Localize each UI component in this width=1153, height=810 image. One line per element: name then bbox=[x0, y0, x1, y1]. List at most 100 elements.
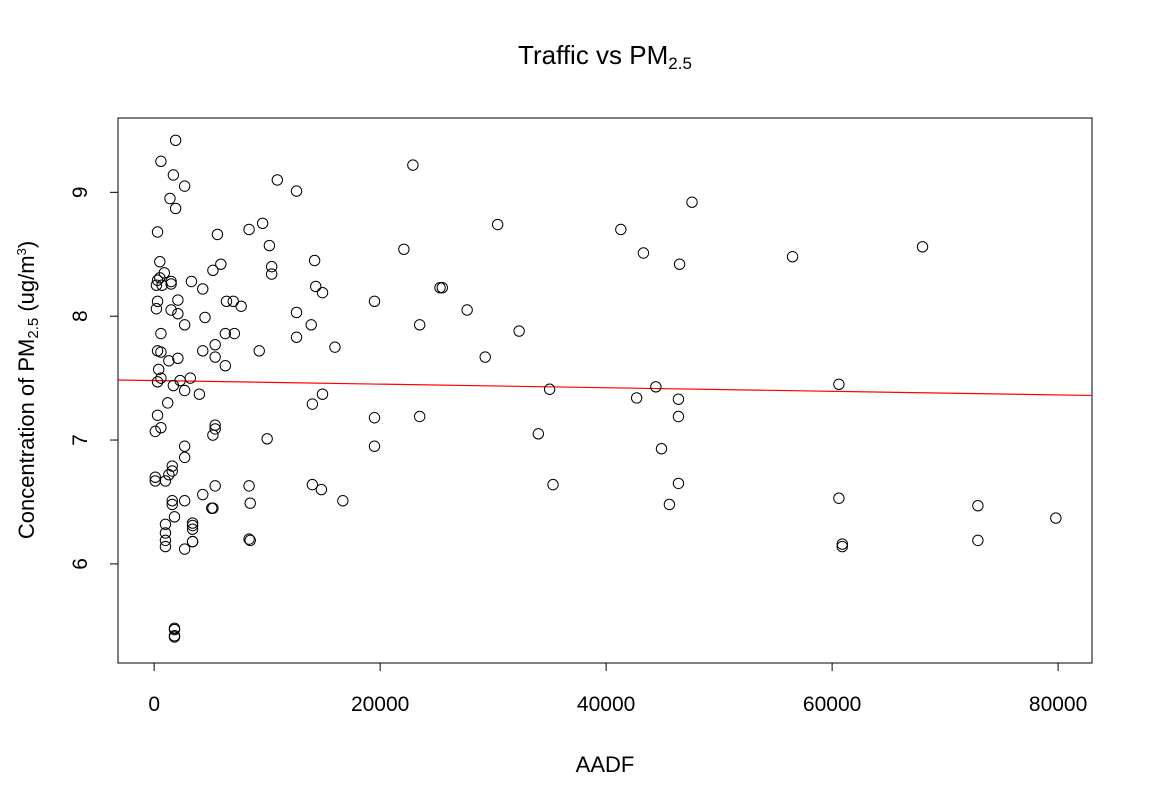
x-tick-label: 0 bbox=[148, 693, 160, 716]
data-point bbox=[197, 488, 209, 501]
data-point bbox=[673, 258, 686, 270]
data-point bbox=[159, 518, 172, 530]
x-tick-label: 20000 bbox=[351, 693, 409, 716]
data-point bbox=[159, 534, 172, 547]
data-point bbox=[197, 345, 209, 357]
data-point bbox=[655, 443, 668, 455]
data-point bbox=[162, 397, 174, 409]
data-point bbox=[168, 623, 181, 636]
data-point bbox=[209, 480, 221, 492]
data-point bbox=[833, 492, 845, 504]
data-point bbox=[686, 196, 698, 208]
data-point bbox=[172, 308, 184, 320]
data-point bbox=[178, 543, 191, 555]
data-point bbox=[207, 264, 219, 277]
data-point bbox=[209, 351, 221, 363]
data-point bbox=[150, 303, 163, 315]
data-point bbox=[243, 533, 255, 545]
data-point bbox=[256, 217, 269, 229]
data-point bbox=[169, 202, 182, 215]
data-point bbox=[243, 480, 255, 492]
data-point bbox=[155, 372, 167, 384]
data-point bbox=[209, 338, 221, 351]
data-point bbox=[244, 497, 256, 509]
data-point bbox=[543, 383, 556, 395]
data-point bbox=[672, 393, 685, 405]
data-point bbox=[149, 471, 161, 483]
data-point bbox=[461, 304, 473, 316]
data-point bbox=[185, 275, 198, 288]
x-tick-label: 80000 bbox=[1029, 693, 1087, 716]
y-tick-label: 8 bbox=[69, 310, 92, 322]
data-point bbox=[434, 281, 446, 294]
data-point bbox=[165, 275, 177, 288]
data-point bbox=[513, 325, 525, 337]
data-point bbox=[155, 421, 167, 434]
data-point bbox=[152, 363, 165, 376]
data-point bbox=[663, 498, 676, 511]
data-point bbox=[308, 254, 321, 267]
data-point bbox=[193, 388, 206, 400]
data-point bbox=[1050, 512, 1062, 524]
data-point bbox=[833, 378, 845, 391]
data-point bbox=[672, 410, 685, 423]
data-point bbox=[290, 331, 303, 343]
data-point bbox=[186, 517, 199, 529]
data-point bbox=[306, 478, 319, 491]
data-point bbox=[163, 355, 175, 367]
data-point bbox=[197, 283, 209, 295]
data-point bbox=[227, 295, 239, 308]
y-tick-label: 6 bbox=[69, 558, 92, 570]
data-point bbox=[271, 174, 284, 186]
data-point bbox=[368, 440, 381, 452]
data-point bbox=[155, 327, 167, 340]
data-point bbox=[151, 376, 164, 388]
plot-frame bbox=[117, 117, 1093, 664]
data-point bbox=[151, 409, 164, 421]
data-point bbox=[149, 475, 161, 487]
data-point bbox=[244, 534, 256, 547]
data-point bbox=[199, 311, 211, 324]
data-point bbox=[215, 258, 227, 270]
data-point bbox=[159, 527, 172, 539]
data-point bbox=[615, 223, 627, 236]
data-point bbox=[368, 295, 381, 308]
data-point bbox=[166, 495, 178, 507]
data-point bbox=[672, 477, 685, 490]
data-point bbox=[178, 384, 191, 397]
data-point bbox=[155, 346, 167, 358]
data-point bbox=[150, 279, 163, 291]
data-point bbox=[220, 295, 233, 308]
data-point bbox=[149, 425, 161, 438]
data-point bbox=[165, 278, 177, 290]
regression-line bbox=[117, 379, 1093, 397]
data-point bbox=[368, 412, 381, 424]
data-point bbox=[637, 247, 650, 259]
data-point bbox=[151, 295, 164, 308]
data-point bbox=[172, 352, 184, 364]
data-point bbox=[413, 319, 426, 331]
chart-title: Traffic vs PM2.5 bbox=[0, 40, 1153, 74]
data-point bbox=[155, 155, 167, 168]
data-point bbox=[265, 260, 278, 273]
data-point bbox=[290, 185, 303, 197]
x-tick-label: 60000 bbox=[803, 693, 861, 716]
data-point bbox=[159, 475, 172, 487]
data-point bbox=[163, 469, 175, 481]
data-point bbox=[186, 535, 199, 548]
data-point bbox=[398, 243, 410, 255]
data-point bbox=[207, 429, 219, 441]
data-point bbox=[243, 223, 255, 236]
data-point bbox=[168, 511, 181, 523]
data-point bbox=[310, 280, 322, 293]
data-point bbox=[491, 218, 504, 231]
data-point bbox=[178, 451, 191, 464]
data-point bbox=[178, 495, 191, 507]
data-point bbox=[306, 398, 319, 410]
data-point bbox=[337, 495, 349, 507]
data-point bbox=[235, 300, 247, 312]
data-point bbox=[154, 255, 166, 268]
data-point bbox=[305, 319, 317, 331]
chart-title-main: Traffic vs PM bbox=[518, 40, 669, 70]
